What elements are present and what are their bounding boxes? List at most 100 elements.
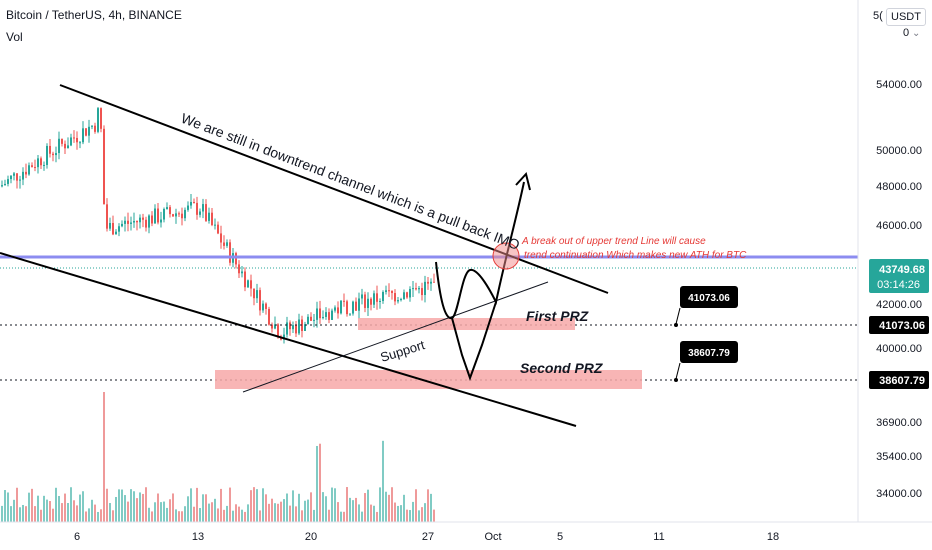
candle-body <box>229 242 231 263</box>
volume-bar <box>346 487 348 522</box>
candle-body <box>16 173 18 181</box>
price-tick: 36900.00 <box>876 417 922 429</box>
candle-body <box>37 158 39 168</box>
volume-bar <box>40 509 42 522</box>
volume-bar <box>427 489 429 522</box>
candle-body <box>166 207 168 209</box>
candle-body <box>421 288 423 296</box>
candle-body <box>415 288 417 290</box>
price-tick: 35400.00 <box>876 451 922 463</box>
candle-body <box>325 312 327 317</box>
volume-bar <box>61 503 63 522</box>
volume-bar <box>178 511 180 522</box>
support-label: Support <box>378 337 426 365</box>
volume-bar <box>37 495 39 522</box>
candle-body <box>7 179 9 184</box>
price-tick: 46000.00 <box>876 220 922 232</box>
channel-note: We are still in downtrend channel which … <box>179 110 522 253</box>
candle-body <box>157 208 159 223</box>
time-tick: 18 <box>767 531 779 543</box>
level-badge-2-value: 38607.79 <box>879 375 925 387</box>
candle-body <box>64 143 66 149</box>
volume-bar <box>349 497 351 522</box>
volume-bar <box>217 508 219 522</box>
volume-bar <box>55 487 57 522</box>
candle-body <box>67 145 69 149</box>
candle-body <box>148 215 150 228</box>
level-label-1 <box>680 286 738 308</box>
candle-body <box>379 301 381 303</box>
volume-bar <box>361 511 363 522</box>
volume-bar <box>28 492 30 522</box>
price-tick: 40000.00 <box>876 343 922 355</box>
volume-bar <box>46 499 48 522</box>
candle-body <box>298 319 300 334</box>
candle-body <box>187 205 189 210</box>
candle-body <box>355 301 357 311</box>
candle-body <box>34 166 36 168</box>
volume-bar <box>82 491 84 522</box>
candle-body <box>283 334 285 340</box>
volume-bar <box>412 501 414 522</box>
candle-body <box>262 303 264 311</box>
volume-bar <box>34 506 36 522</box>
volume-bar <box>418 510 420 522</box>
volume-bar <box>292 490 294 522</box>
candle-body <box>199 211 201 215</box>
volume-bar <box>400 505 402 522</box>
lower-channel-line <box>0 252 577 427</box>
candle-body <box>49 145 51 154</box>
candle-body <box>394 293 396 302</box>
current-price-value: 43749.68 <box>879 264 925 276</box>
volume-bar <box>223 509 225 522</box>
candle-body <box>361 294 363 299</box>
candle-body <box>172 214 174 217</box>
volume-bar <box>121 489 123 522</box>
volume-bar <box>265 494 267 522</box>
candle-body <box>400 299 402 301</box>
volume-bar <box>406 509 408 522</box>
candle-body <box>253 288 255 299</box>
candle-series <box>1 106 435 344</box>
candle-body <box>28 165 30 175</box>
volume-bar <box>1 505 3 522</box>
candle-body <box>193 201 195 203</box>
volume-bar <box>358 504 360 522</box>
volume-bar <box>391 487 393 522</box>
candle-body <box>418 288 420 290</box>
volume-bar <box>286 493 288 522</box>
candle-body <box>223 242 225 246</box>
volume-bar <box>199 508 201 522</box>
candle-body <box>4 183 6 186</box>
candle-body <box>196 202 198 215</box>
time-tick: 13 <box>192 531 204 543</box>
chevron-down-icon[interactable]: ⌄ <box>912 28 921 39</box>
volume-bar <box>13 499 15 522</box>
volume-bar <box>316 445 318 522</box>
volume-bar <box>205 494 207 522</box>
currency-prefix: 5( <box>873 10 883 22</box>
volume-bar <box>157 493 159 522</box>
volume-bar <box>229 487 231 522</box>
volume-bar <box>340 511 342 522</box>
volume-bar <box>97 511 99 522</box>
volume-bar <box>307 499 309 522</box>
candle-body <box>376 293 378 302</box>
volume-bar <box>166 507 168 522</box>
volume-bar <box>334 488 336 522</box>
volume-bar <box>289 505 291 522</box>
volume-bar <box>250 490 252 522</box>
currency-selector[interactable]: USDT 0 <box>886 8 926 39</box>
arrow-head <box>515 171 531 191</box>
volume-bar <box>295 506 297 522</box>
volume-bar <box>262 488 264 522</box>
first-prz-zone <box>358 318 575 330</box>
volume-label[interactable]: Vol <box>6 30 23 44</box>
volume-bar <box>190 488 192 522</box>
volume-bar <box>10 506 12 522</box>
candle-body <box>10 175 12 180</box>
volume-bar <box>163 501 165 522</box>
volume-bar <box>19 507 21 522</box>
symbol-title[interactable]: Bitcoin / TetherUS, 4h, BINANCE <box>6 8 182 22</box>
candle-body <box>238 264 240 274</box>
